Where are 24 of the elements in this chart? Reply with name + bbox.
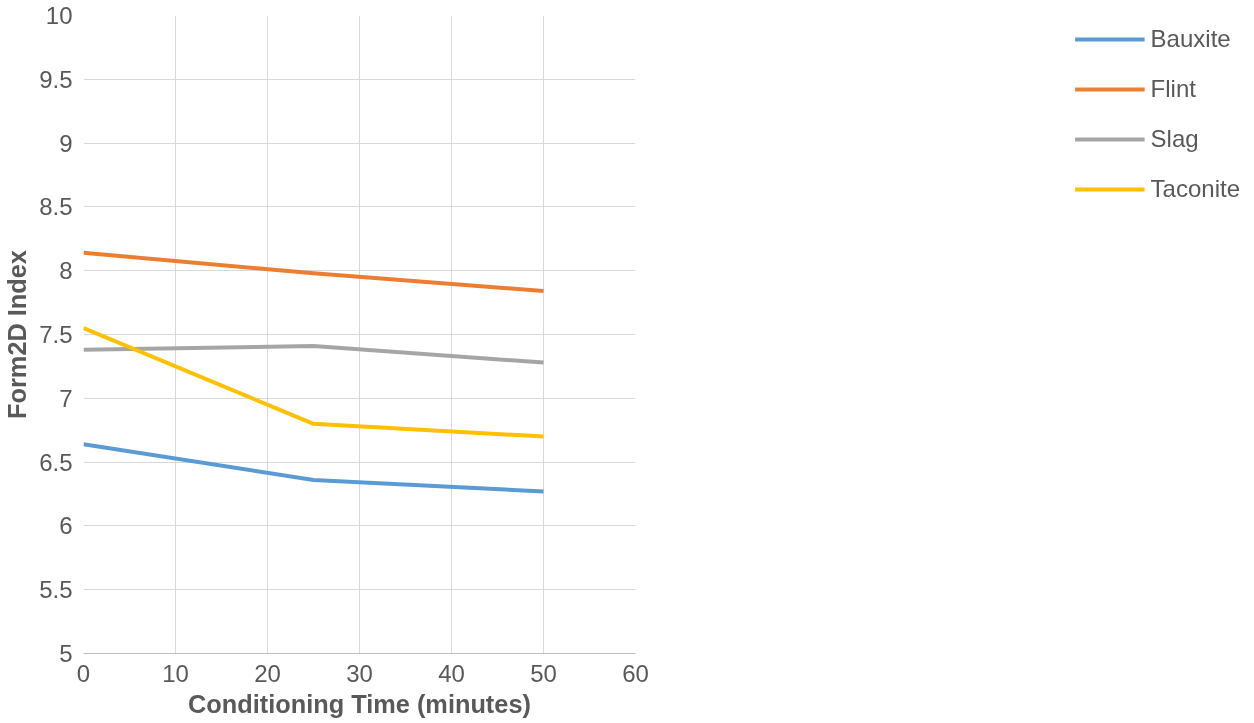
x-axis-title: Conditioning Time (minutes)	[188, 689, 531, 718]
legend-label: Slag	[1150, 125, 1199, 153]
x-tick-label: 0	[76, 659, 91, 687]
y-tick-label: 6.5	[39, 448, 73, 476]
legend-label: Flint	[1150, 75, 1196, 103]
legend-label: Bauxite	[1150, 25, 1231, 53]
y-tick-label: 5.5	[39, 576, 73, 604]
x-tick-label: 40	[438, 659, 465, 687]
y-tick-label: 7	[59, 384, 73, 412]
y-tick-label: 7.5	[39, 321, 73, 348]
x-tick-label: 60	[622, 659, 649, 687]
y-tick-label: 6	[59, 512, 73, 540]
x-tick-label: 30	[346, 659, 373, 687]
y-tick-label: 10	[45, 2, 73, 29]
y-tick-label: 9.5	[39, 65, 73, 93]
x-tick-label: 20	[254, 659, 281, 687]
y-axis-title: Form2D Index	[3, 250, 32, 419]
y-tick-label: 5	[59, 640, 73, 667]
x-tick-label: 50	[530, 659, 557, 687]
x-tick-label: 10	[162, 659, 189, 687]
y-tick-label: 8	[59, 257, 73, 285]
legend-label: Taconite	[1150, 175, 1240, 203]
y-tick-label: 8.5	[39, 193, 73, 221]
y-tick-label: 9	[59, 129, 73, 157]
